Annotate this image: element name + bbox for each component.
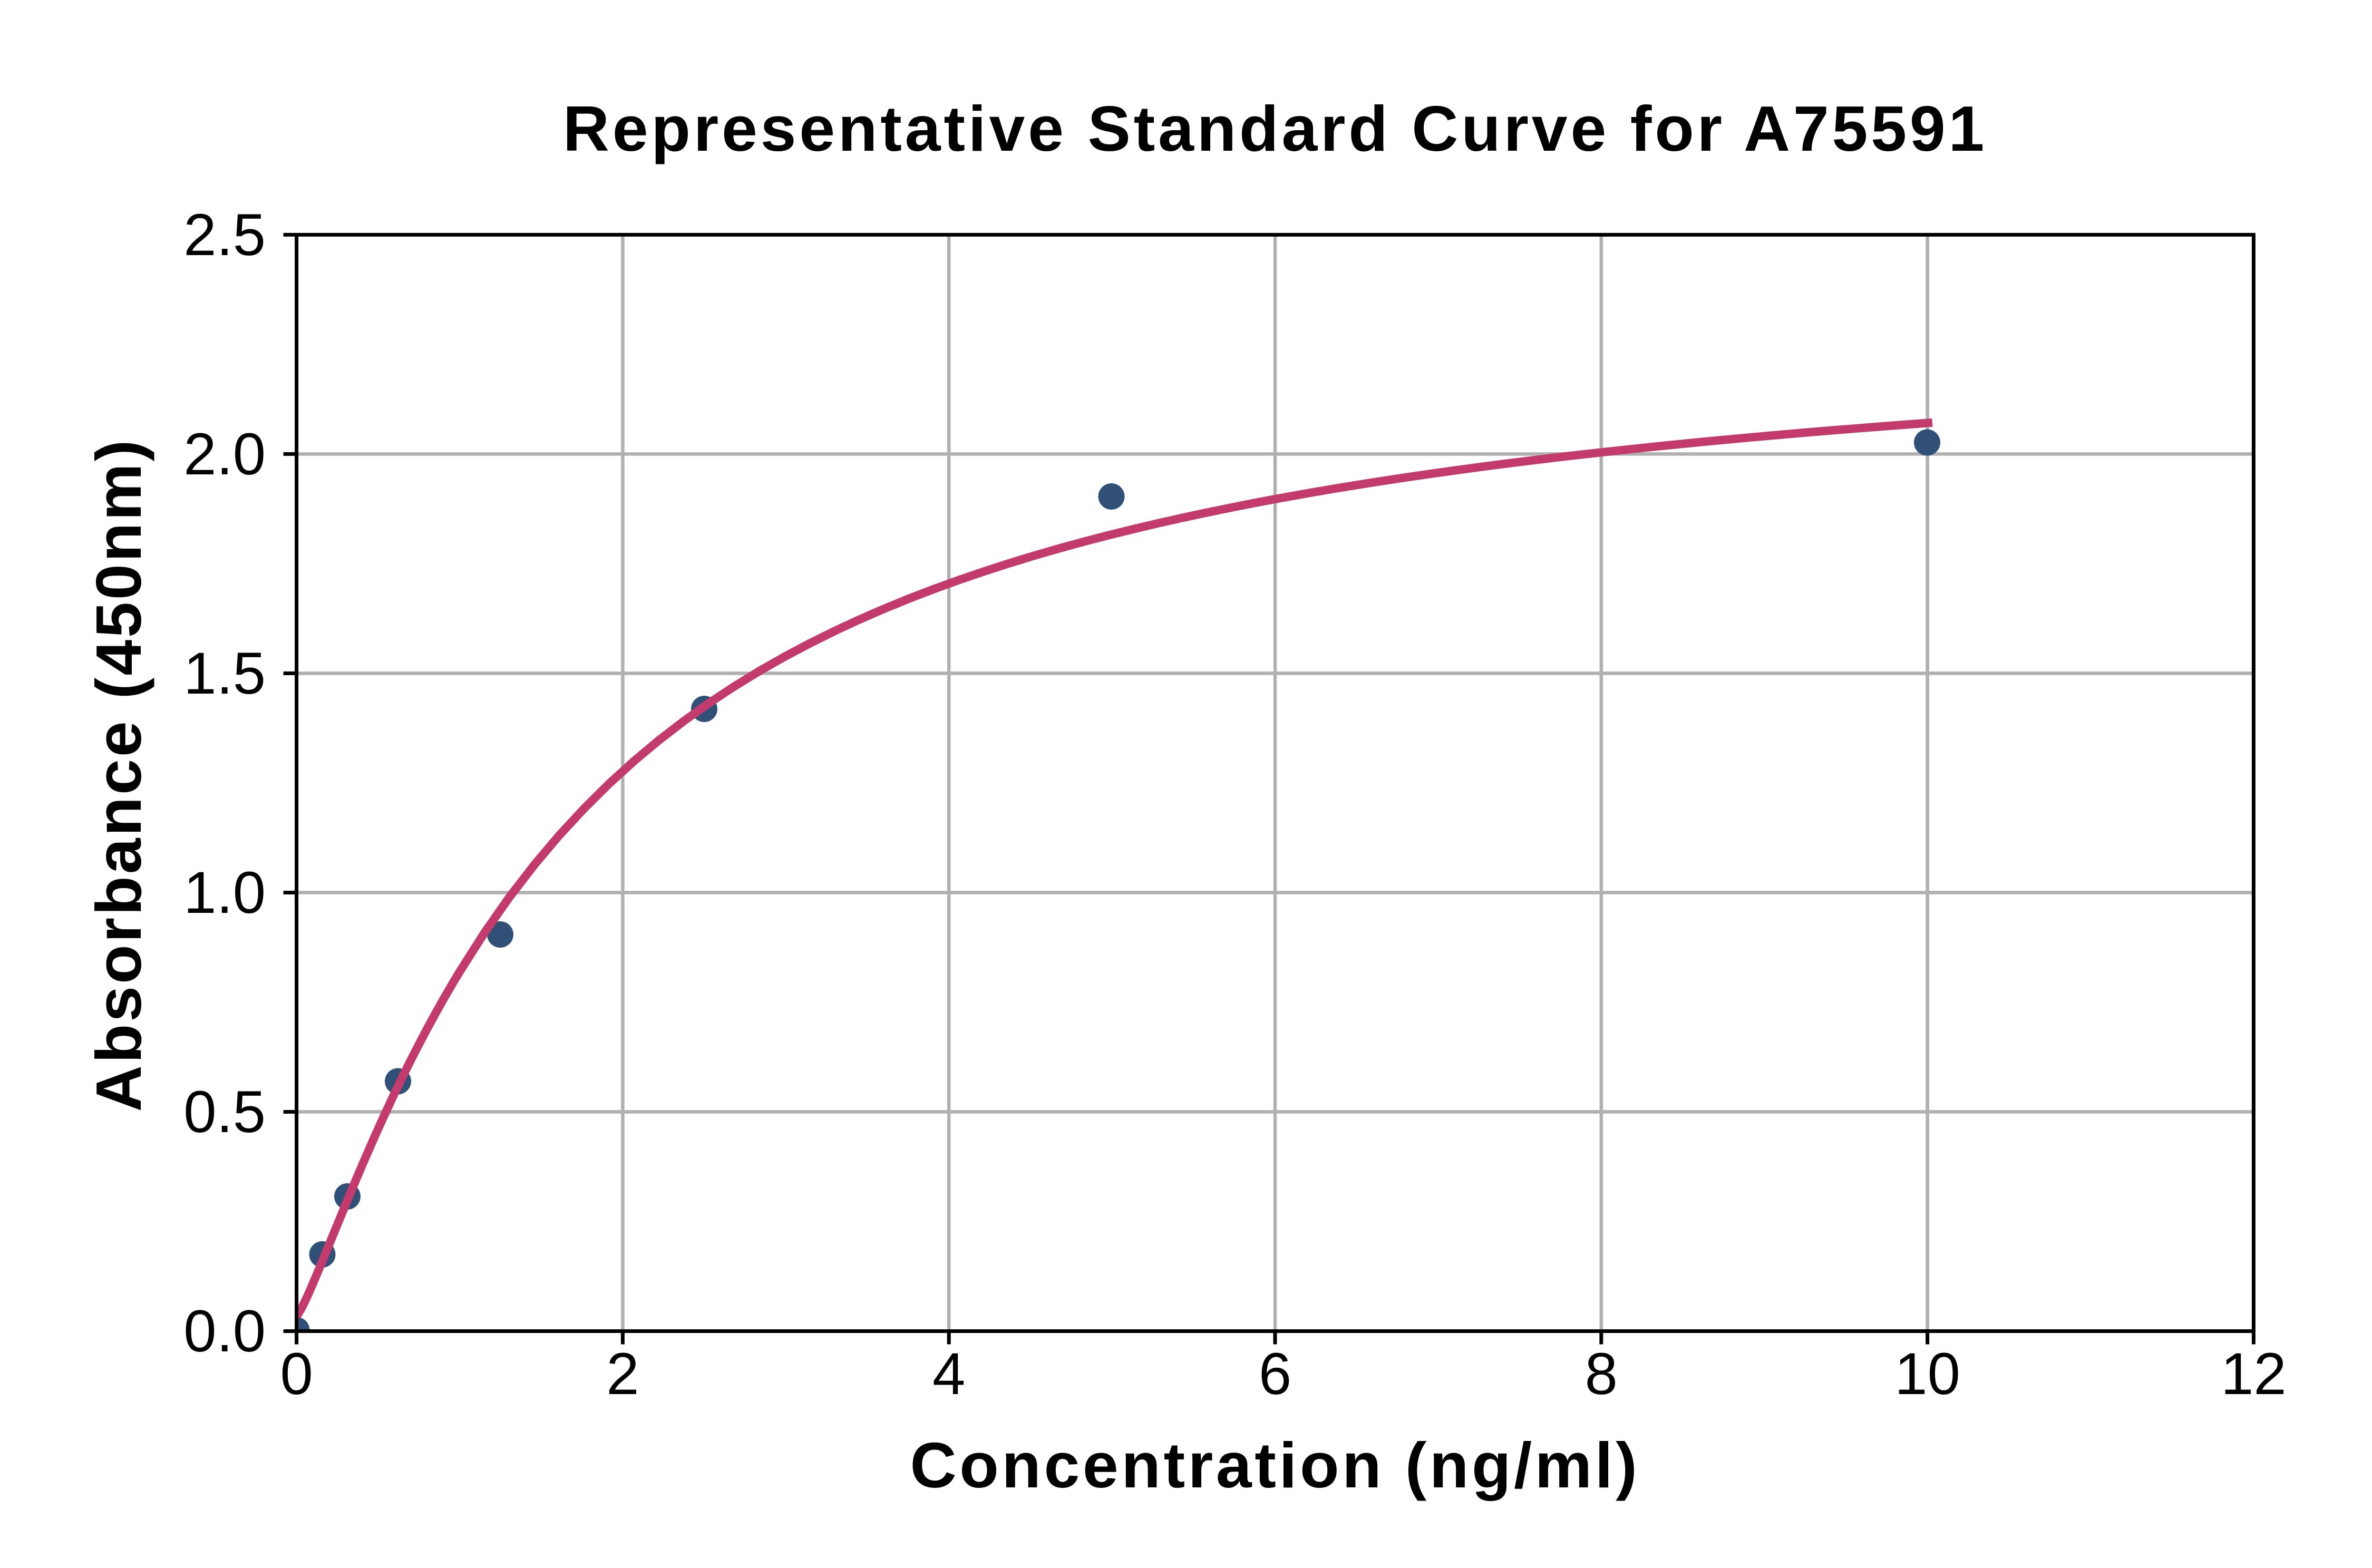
svg-text:2.0: 2.0	[183, 421, 266, 487]
svg-text:Concentration (ng/ml): Concentration (ng/ml)	[910, 1429, 1640, 1501]
svg-text:Representative Standard Curve: Representative Standard Curve for A75591	[563, 93, 1987, 164]
svg-text:10: 10	[1894, 1341, 1960, 1407]
svg-text:1.0: 1.0	[183, 860, 266, 926]
svg-text:1.5: 1.5	[183, 640, 266, 706]
svg-text:4: 4	[932, 1341, 965, 1407]
svg-text:2.5: 2.5	[183, 202, 266, 268]
svg-text:0: 0	[280, 1341, 313, 1407]
svg-text:0.5: 0.5	[183, 1079, 266, 1145]
svg-text:8: 8	[1585, 1341, 1618, 1407]
svg-text:12: 12	[2221, 1341, 2287, 1407]
svg-text:6: 6	[1259, 1341, 1291, 1407]
svg-text:2: 2	[606, 1341, 639, 1407]
svg-text:Absorbance (450nm): Absorbance (450nm)	[83, 438, 154, 1112]
svg-text:0.0: 0.0	[183, 1298, 266, 1364]
